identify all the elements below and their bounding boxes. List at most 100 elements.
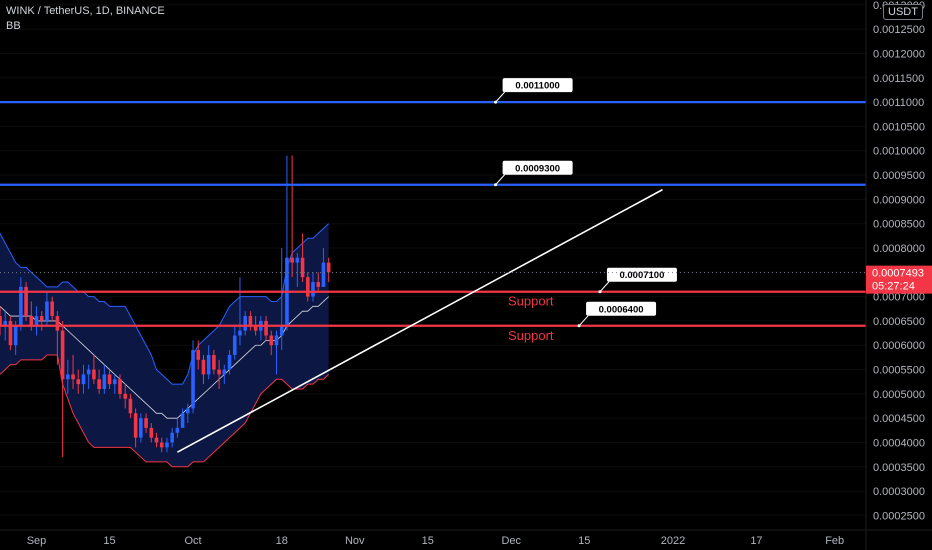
time-tick-label: 15: [103, 535, 115, 547]
candle-body: [238, 330, 242, 336]
candle-body: [290, 257, 294, 263]
time-axis[interactable]: Sep 15 Oct 18 Nov 15 Dec 15 2022 17 Feb: [0, 529, 932, 547]
trendline-layer[interactable]: [176, 188, 663, 453]
candle-body: [50, 301, 54, 317]
indicator-name[interactable]: BB: [6, 20, 21, 32]
level-price-text: 0.0007100: [619, 270, 664, 281]
candle-body: [92, 369, 96, 380]
level-price-callout: [586, 301, 657, 316]
candle-body: [191, 350, 195, 409]
candle-body: [112, 379, 117, 385]
bb-lower-line: [0, 354, 330, 468]
candle-body: [269, 335, 274, 346]
price-tick-label: 0.0012500: [873, 24, 925, 36]
time-tick-label: Sep: [27, 535, 47, 547]
candle-body: [107, 374, 112, 385]
candle-body: [305, 277, 310, 297]
level-price-callout: [606, 267, 677, 282]
price-tick-label: 0.0006000: [873, 340, 925, 352]
candle-body: [0, 316, 2, 326]
support-label: Support: [508, 294, 554, 309]
time-tick-label: Nov: [345, 535, 365, 547]
candle-body: [39, 316, 44, 321]
level-callout-pointer: [578, 315, 589, 327]
candle-body: [321, 262, 326, 287]
price-tick-label: 0.0010000: [873, 146, 925, 158]
candle-body: [66, 374, 70, 380]
candle-body: [86, 369, 91, 375]
current-price-box: [866, 265, 932, 294]
time-tick-label: 17: [750, 535, 762, 547]
candle-body: [8, 320, 13, 346]
time-tick-label: Oct: [184, 535, 201, 547]
price-tick-label: 0.0005000: [873, 389, 925, 401]
candle-body: [279, 325, 284, 336]
time-tick-label: Dec: [501, 535, 521, 547]
time-tick-label: 2022: [661, 535, 685, 547]
candle-body: [175, 427, 180, 433]
price-tick-label: 0.0011000: [873, 97, 924, 109]
price-tick-label: 0.0012000: [873, 48, 925, 60]
candle-body: [186, 408, 190, 414]
candle-body: [128, 398, 133, 414]
bollinger-bands: [0, 223, 330, 468]
price-tick-label: 0.0009500: [873, 170, 925, 182]
candle-body: [3, 320, 8, 326]
candle-body: [144, 418, 148, 428]
level-price-callout: [502, 78, 573, 93]
symbol-title: WINK / TetherUS, 1D, BINANCE: [6, 5, 165, 17]
trendline: [176, 188, 663, 453]
level-price-text: 0.0011000: [515, 81, 559, 92]
level-callout-pointer: [495, 91, 505, 103]
price-tick-label: 0.0006500: [873, 316, 925, 328]
candle-body: [326, 262, 331, 273]
support-label: Support: [508, 328, 554, 343]
level-price-text: 0.0006400: [599, 304, 644, 315]
price-tick-label: 0.0008500: [873, 219, 925, 231]
candle-body: [55, 316, 60, 331]
bb-basis-line: [0, 296, 329, 419]
horizontal-levels[interactable]: 0.0011000 0.0009300 0.0007100 Support 0.0006…: [0, 78, 866, 343]
candle-body: [34, 316, 39, 326]
candle-body: [222, 369, 227, 375]
candle-body: [274, 335, 279, 346]
candle-body: [149, 427, 154, 438]
price-tick-label: 0.0004000: [873, 437, 925, 449]
candle-body: [13, 325, 18, 346]
candle-body: [118, 379, 122, 394]
candle-body: [170, 432, 174, 443]
candle-body: [102, 374, 107, 389]
price-tick-label: 0.0010500: [873, 121, 925, 133]
bb-fill: [0, 223, 329, 467]
candle-body: [217, 369, 221, 375]
candle-body: [19, 286, 23, 326]
time-tick-label: 15: [422, 535, 434, 547]
candle-body: [81, 374, 86, 385]
candle-body: [29, 316, 34, 326]
candle-body: [133, 413, 138, 438]
level-price-callout: [502, 160, 573, 175]
price-tick-label: 0.0003500: [873, 462, 925, 474]
candle-body: [311, 282, 315, 297]
candle-body: [196, 350, 201, 360]
candle-body: [295, 257, 300, 263]
level-anchor-dot: [598, 290, 602, 294]
level-anchor-dot: [494, 183, 498, 187]
price-tick-label: 0.0009000: [873, 194, 925, 206]
candle-body: [248, 316, 253, 326]
price-tick-label: 0.0004500: [873, 413, 925, 425]
candle-body: [243, 316, 247, 331]
price-tick-label: 0.0007000: [873, 292, 925, 304]
candle-body: [76, 379, 81, 385]
time-tick-label: 15: [578, 535, 590, 547]
candle-body: [253, 325, 258, 331]
price-tick-label: 0.0002500: [873, 510, 925, 522]
price-tick-label: 0.0003000: [873, 486, 925, 498]
time-tick-label: Feb: [825, 535, 844, 547]
level-price-text: 0.0009300: [515, 163, 560, 174]
candle-body: [60, 330, 65, 380]
currency-badge[interactable]: USDT: [883, 4, 923, 20]
candle-body: [201, 359, 206, 375]
bar-countdown: 05:27:24: [872, 281, 915, 293]
